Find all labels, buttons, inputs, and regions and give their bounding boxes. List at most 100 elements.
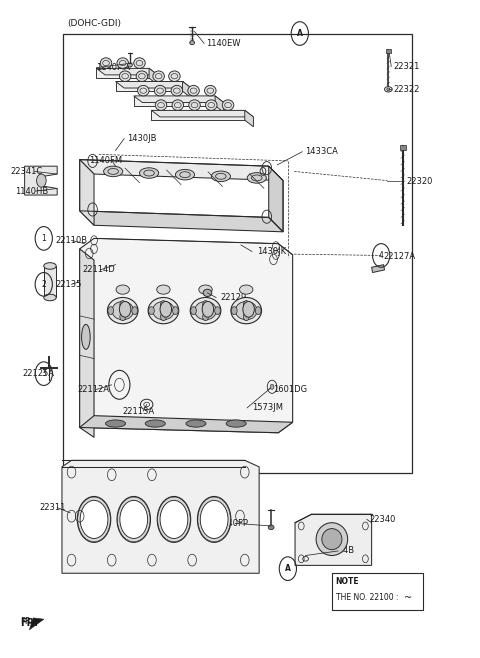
Circle shape [255, 307, 261, 315]
Text: 1430JB: 1430JB [128, 134, 157, 143]
Text: THE NO. 22100 :: THE NO. 22100 : [336, 593, 398, 602]
Ellipse shape [104, 166, 123, 176]
Polygon shape [372, 265, 384, 272]
Polygon shape [182, 82, 191, 98]
Text: 22340: 22340 [369, 515, 396, 524]
Bar [386, 49, 391, 53]
Circle shape [120, 301, 131, 317]
Text: 1140FM: 1140FM [89, 156, 122, 164]
Polygon shape [29, 618, 44, 630]
Ellipse shape [117, 496, 151, 542]
Ellipse shape [153, 301, 174, 320]
Text: 22320: 22320 [407, 177, 433, 186]
Circle shape [108, 307, 114, 315]
Circle shape [149, 307, 155, 315]
Text: 22110B: 22110B [56, 236, 88, 245]
Text: 1430JK: 1430JK [257, 247, 286, 256]
Polygon shape [152, 111, 245, 120]
Ellipse shape [155, 86, 166, 96]
Ellipse shape [200, 500, 228, 538]
Text: 1573JM: 1573JM [252, 403, 283, 413]
Ellipse shape [116, 285, 130, 294]
Ellipse shape [100, 58, 112, 68]
Ellipse shape [175, 169, 194, 180]
Ellipse shape [80, 500, 108, 538]
Ellipse shape [157, 285, 170, 294]
Polygon shape [149, 68, 157, 85]
Circle shape [36, 174, 46, 187]
Circle shape [243, 301, 254, 317]
Text: 22135: 22135 [56, 280, 82, 289]
Ellipse shape [157, 496, 191, 542]
Circle shape [215, 307, 220, 315]
Ellipse shape [156, 100, 167, 111]
Ellipse shape [203, 290, 212, 297]
Ellipse shape [322, 528, 342, 549]
Text: 22129: 22129 [221, 293, 247, 302]
Ellipse shape [160, 500, 188, 538]
Circle shape [243, 301, 249, 309]
Polygon shape [116, 82, 182, 91]
Polygon shape [24, 166, 57, 195]
Polygon shape [215, 96, 224, 113]
Ellipse shape [145, 420, 165, 427]
Ellipse shape [128, 63, 132, 67]
Circle shape [160, 313, 166, 320]
Text: 22125A: 22125A [22, 369, 54, 378]
Bar [44, 266, 56, 297]
Ellipse shape [268, 525, 274, 530]
Text: 22124B: 22124B [323, 546, 354, 555]
Ellipse shape [140, 168, 158, 178]
Ellipse shape [172, 100, 183, 111]
Polygon shape [80, 249, 94, 438]
Ellipse shape [188, 86, 199, 96]
Ellipse shape [120, 500, 148, 538]
Polygon shape [80, 238, 293, 433]
Text: 4: 4 [413, 595, 417, 600]
Polygon shape [96, 68, 157, 75]
Ellipse shape [108, 297, 138, 324]
Text: 1140FP: 1140FP [217, 519, 248, 528]
Circle shape [160, 301, 166, 309]
Text: 1: 1 [41, 234, 46, 243]
Circle shape [270, 384, 274, 390]
Text: 22114D: 22114D [82, 265, 115, 274]
Ellipse shape [138, 86, 149, 96]
Ellipse shape [186, 420, 206, 427]
Ellipse shape [148, 297, 179, 324]
Polygon shape [295, 514, 372, 565]
Text: 4: 4 [379, 251, 384, 260]
Circle shape [203, 301, 208, 309]
Ellipse shape [44, 263, 56, 269]
Polygon shape [96, 68, 149, 78]
Circle shape [172, 307, 178, 315]
Polygon shape [80, 211, 283, 232]
Circle shape [160, 301, 171, 317]
Text: ~: ~ [405, 593, 412, 603]
Text: 3: 3 [41, 369, 46, 378]
Circle shape [202, 301, 214, 317]
Text: FR.: FR. [20, 618, 38, 628]
Ellipse shape [134, 58, 145, 68]
Polygon shape [62, 461, 259, 573]
Circle shape [120, 301, 126, 309]
Ellipse shape [117, 58, 129, 68]
Ellipse shape [316, 522, 348, 555]
Text: NOTE: NOTE [336, 577, 360, 586]
Text: 1601DG: 1601DG [274, 385, 308, 394]
Polygon shape [80, 160, 283, 180]
Ellipse shape [205, 100, 217, 111]
FancyBboxPatch shape [332, 573, 423, 610]
Text: 22311: 22311 [39, 503, 65, 512]
Polygon shape [80, 416, 293, 433]
Ellipse shape [204, 86, 216, 96]
Ellipse shape [222, 100, 234, 111]
Ellipse shape [168, 71, 180, 82]
Ellipse shape [190, 297, 221, 324]
Ellipse shape [77, 496, 111, 542]
Circle shape [203, 313, 208, 320]
Ellipse shape [195, 301, 216, 320]
Text: 1: 1 [400, 595, 404, 600]
Text: FR.: FR. [20, 617, 33, 626]
Ellipse shape [112, 301, 133, 320]
